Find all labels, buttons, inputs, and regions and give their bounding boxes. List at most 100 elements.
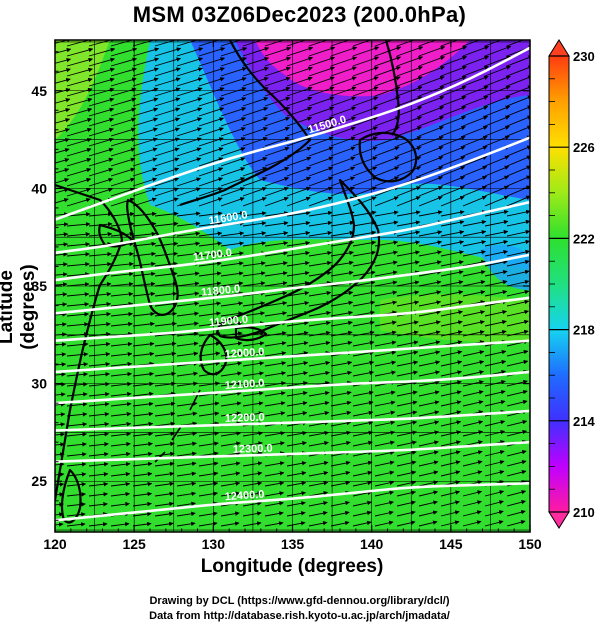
wind-vector	[374, 66, 401, 77]
wind-vector	[330, 176, 356, 187]
wind-vector	[88, 472, 109, 477]
wind-vector	[352, 136, 378, 147]
y-tick-label: 25	[31, 473, 47, 489]
contour-label: 11700.0	[192, 247, 232, 264]
wind-vector	[55, 502, 64, 507]
wind-vector	[462, 490, 483, 497]
wind-vector	[462, 470, 483, 477]
wind-vector	[396, 86, 423, 97]
wind-vector	[154, 77, 181, 87]
y-tick-label: 30	[31, 376, 47, 392]
wind-vector	[286, 511, 306, 517]
wind-vector	[528, 235, 530, 237]
wind-vector	[418, 330, 441, 337]
wind-vector	[264, 371, 286, 377]
wind-vector	[374, 40, 402, 47]
wind-vector	[484, 40, 503, 47]
wind-vector	[396, 410, 418, 417]
wind-vector	[396, 40, 424, 47]
wind-vector	[88, 67, 115, 77]
wind-vector	[88, 157, 114, 167]
wind-vector	[330, 480, 351, 487]
wind-vector	[352, 480, 373, 487]
wind-vector	[286, 300, 310, 307]
wind-vector	[264, 126, 290, 137]
wind-vector	[462, 175, 488, 187]
wind-vector	[440, 310, 463, 317]
wind-vector	[242, 126, 268, 137]
wind-vector	[154, 431, 176, 437]
wind-vector	[440, 65, 467, 77]
wind-vector	[66, 97, 93, 107]
wind-vector	[308, 430, 330, 437]
wind-vector	[418, 75, 445, 87]
wind-vector	[176, 271, 200, 277]
wind-vector	[55, 178, 70, 184]
wind-vector	[55, 482, 65, 487]
wind-vector	[66, 422, 88, 427]
wind-vector	[264, 176, 290, 187]
wind-vector	[462, 290, 486, 297]
wind-vector	[198, 231, 223, 237]
wind-vector	[352, 86, 379, 97]
wind-vector	[110, 411, 132, 417]
wind-vector	[264, 166, 290, 177]
wind-vector	[220, 521, 240, 527]
wind-vector	[330, 166, 356, 177]
wind-vector	[440, 370, 462, 377]
wind-vector	[88, 97, 115, 107]
wind-vector	[88, 452, 109, 457]
wind-vector	[66, 47, 94, 57]
wind-vector	[308, 176, 334, 187]
wind-vector	[154, 291, 178, 297]
wind-vector	[264, 351, 287, 357]
wind-vector	[484, 85, 511, 97]
colorbar-ticks: 210 214 218 222 226 230	[549, 49, 595, 520]
wind-vector	[286, 220, 311, 227]
wind-vector	[352, 360, 375, 367]
wind-vector	[286, 46, 314, 57]
wind-vector	[176, 401, 198, 407]
wind-vector	[506, 259, 530, 267]
wind-vector	[242, 271, 266, 277]
wind-vector	[264, 511, 284, 517]
wind-vector	[198, 411, 220, 417]
wind-vector	[440, 125, 466, 137]
wind-vector	[176, 431, 198, 437]
wind-vector	[198, 321, 221, 327]
wind-vector	[286, 471, 307, 477]
wind-vector	[352, 56, 380, 67]
wind-vector	[198, 341, 221, 347]
wind-vector	[352, 230, 377, 237]
wind-vector	[110, 451, 131, 457]
wind-vector	[484, 329, 507, 337]
wind-vector	[462, 320, 485, 327]
wind-vector	[484, 45, 512, 57]
wind-vector	[352, 146, 378, 157]
wind-vector	[308, 310, 331, 317]
wind-vector	[264, 241, 289, 247]
wind-vector	[198, 291, 222, 297]
wind-vector	[374, 520, 394, 527]
wind-vector	[286, 230, 311, 237]
wind-vector	[418, 55, 446, 67]
wind-vector	[110, 147, 136, 157]
wind-vector	[132, 197, 157, 207]
wind-vector	[506, 329, 529, 337]
wind-vector	[110, 211, 135, 217]
wind-vector	[220, 241, 245, 247]
wind-vector	[110, 87, 137, 97]
wind-vector	[308, 156, 334, 167]
wind-vector	[66, 502, 86, 507]
wind-vector	[308, 370, 330, 377]
temperature-field-yellowgreen-band	[55, 40, 110, 140]
wind-vector	[66, 127, 92, 137]
wind-vector	[308, 210, 333, 217]
wind-vector	[484, 65, 511, 77]
colorbar-tick-label: 230	[573, 49, 595, 64]
wind-vector	[154, 481, 175, 487]
wind-vector	[440, 250, 464, 257]
wind-vector	[154, 57, 182, 67]
wind-vector	[220, 57, 248, 67]
wind-vector	[330, 260, 354, 267]
